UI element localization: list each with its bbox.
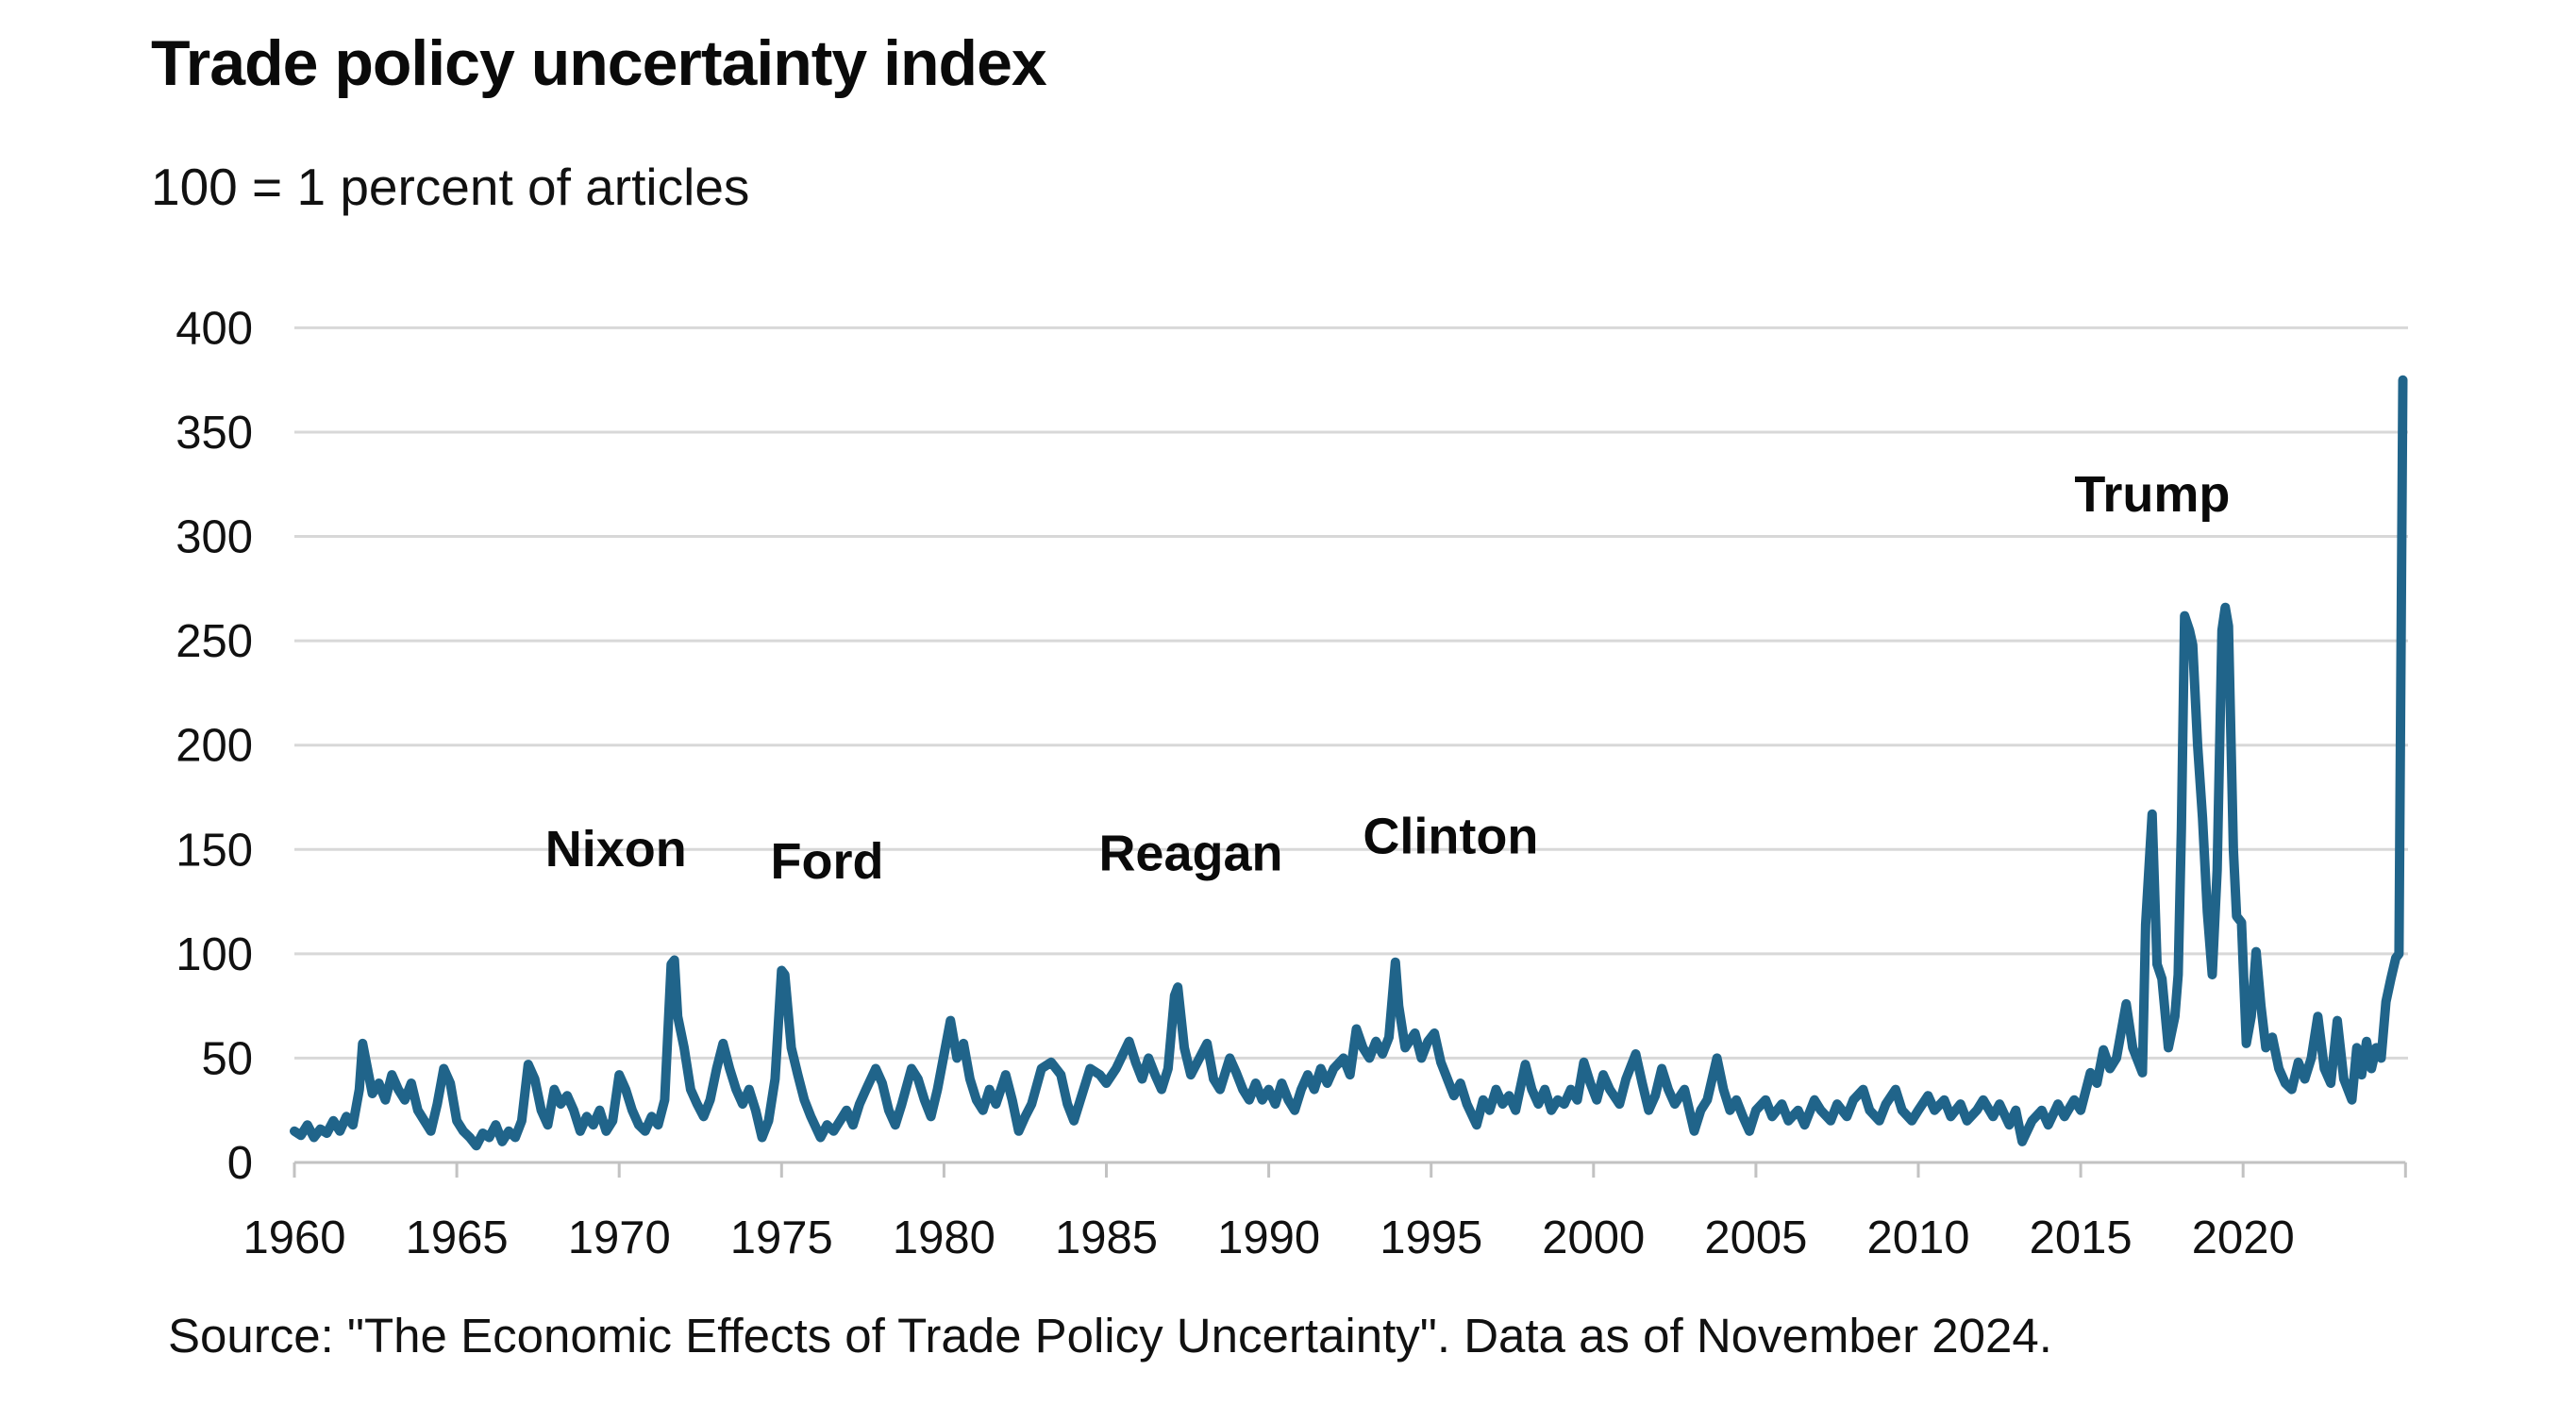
y-tick-label-150: 150 (176, 825, 253, 876)
annotation-nixon: Nixon (545, 821, 687, 878)
x-tick-label-1990: 1990 (1217, 1212, 1320, 1263)
annotation-trump: Trump (2074, 466, 2230, 523)
x-tick-label-1960: 1960 (243, 1212, 345, 1263)
annotation-reagan: Reagan (1098, 825, 1282, 881)
chart-subtitle: 100 = 1 percent of articles (151, 158, 750, 216)
x-tick-label-1975: 1975 (730, 1212, 833, 1263)
y-tick-label-300: 300 (176, 512, 253, 563)
x-tick-label-1970: 1970 (568, 1212, 671, 1263)
y-tick-label-400: 400 (176, 303, 253, 354)
x-tick-label-2000: 2000 (1542, 1212, 1645, 1263)
annotation-clinton: Clinton (1363, 809, 1538, 865)
chart-title: Trade policy uncertainty index (151, 27, 1047, 99)
source-note: Source: "The Economic Effects of Trade P… (168, 1309, 2052, 1362)
y-tick-label-50: 50 (201, 1033, 253, 1084)
y-tick-label-0: 0 (227, 1138, 253, 1189)
annotation-ford: Ford (770, 833, 883, 890)
x-tick-label-1995: 1995 (1380, 1212, 1482, 1263)
x-tick-label-2010: 2010 (1866, 1212, 1969, 1263)
y-tick-label-200: 200 (176, 721, 253, 772)
x-tick-label-1985: 1985 (1055, 1212, 1158, 1263)
x-tick-label-1980: 1980 (893, 1212, 995, 1263)
y-tick-label-350: 350 (176, 408, 253, 459)
x-tick-label-2015: 2015 (2030, 1212, 2133, 1263)
series-line-0 (290, 375, 2408, 1151)
x-tick-label-2005: 2005 (1704, 1212, 1807, 1263)
y-tick-label-250: 250 (176, 616, 253, 667)
y-tick-label-100: 100 (176, 929, 253, 980)
x-tick-label-2020: 2020 (2192, 1212, 2295, 1263)
x-tick-label-1965: 1965 (406, 1212, 509, 1263)
